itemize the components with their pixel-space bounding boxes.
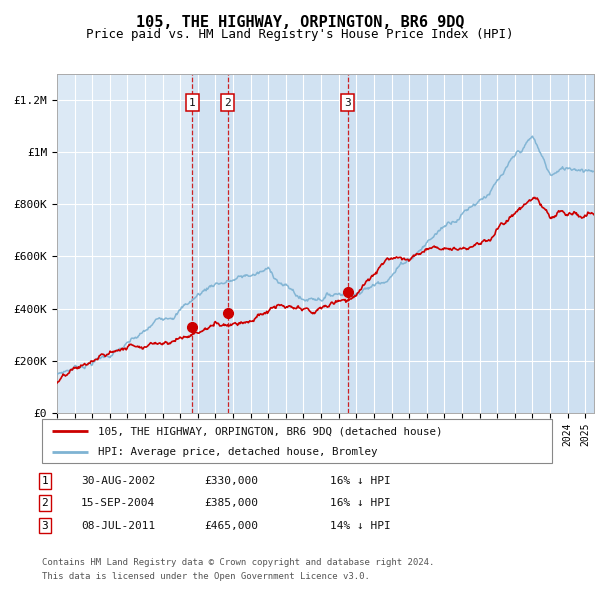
Text: 2: 2 <box>224 97 232 107</box>
Text: Price paid vs. HM Land Registry's House Price Index (HPI): Price paid vs. HM Land Registry's House … <box>86 28 514 41</box>
Text: 105, THE HIGHWAY, ORPINGTON, BR6 9DQ: 105, THE HIGHWAY, ORPINGTON, BR6 9DQ <box>136 15 464 30</box>
FancyBboxPatch shape <box>42 419 552 463</box>
Text: 105, THE HIGHWAY, ORPINGTON, BR6 9DQ (detached house): 105, THE HIGHWAY, ORPINGTON, BR6 9DQ (de… <box>98 427 443 436</box>
Text: 16% ↓ HPI: 16% ↓ HPI <box>330 499 391 508</box>
Text: 1: 1 <box>41 476 49 486</box>
Text: 15-SEP-2004: 15-SEP-2004 <box>81 499 155 508</box>
Text: 3: 3 <box>41 521 49 530</box>
Text: £330,000: £330,000 <box>204 476 258 486</box>
Text: Contains HM Land Registry data © Crown copyright and database right 2024.: Contains HM Land Registry data © Crown c… <box>42 558 434 566</box>
Text: 14% ↓ HPI: 14% ↓ HPI <box>330 521 391 530</box>
Text: 16% ↓ HPI: 16% ↓ HPI <box>330 476 391 486</box>
Text: 2: 2 <box>41 499 49 508</box>
Text: This data is licensed under the Open Government Licence v3.0.: This data is licensed under the Open Gov… <box>42 572 370 581</box>
Bar <box>192 74 594 413</box>
Text: 08-JUL-2011: 08-JUL-2011 <box>81 521 155 530</box>
Text: 30-AUG-2002: 30-AUG-2002 <box>81 476 155 486</box>
Bar <box>348 74 594 413</box>
Text: £465,000: £465,000 <box>204 521 258 530</box>
Text: 1: 1 <box>188 97 196 107</box>
Text: £385,000: £385,000 <box>204 499 258 508</box>
Text: HPI: Average price, detached house, Bromley: HPI: Average price, detached house, Brom… <box>98 447 377 457</box>
Text: 3: 3 <box>344 97 351 107</box>
